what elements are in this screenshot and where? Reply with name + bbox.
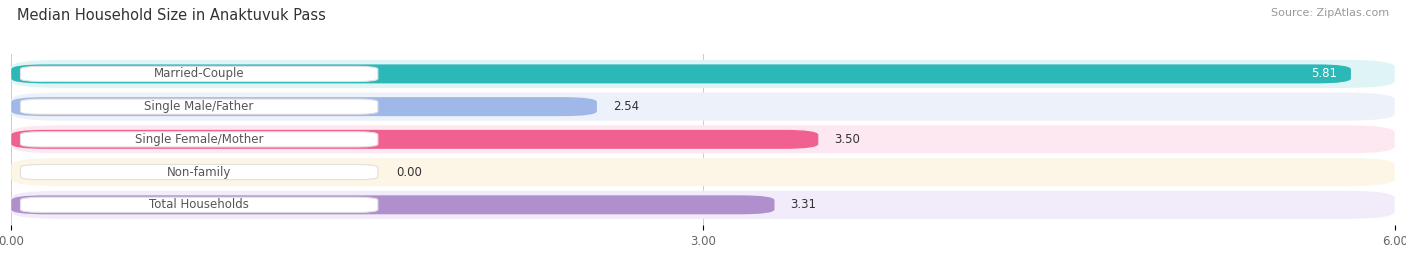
FancyBboxPatch shape xyxy=(11,97,598,116)
FancyBboxPatch shape xyxy=(21,132,378,147)
Text: Single Female/Mother: Single Female/Mother xyxy=(135,133,263,146)
Text: Single Male/Father: Single Male/Father xyxy=(145,100,254,113)
FancyBboxPatch shape xyxy=(11,130,818,149)
FancyBboxPatch shape xyxy=(21,99,378,114)
Text: Total Households: Total Households xyxy=(149,198,249,211)
Text: Median Household Size in Anaktuvuk Pass: Median Household Size in Anaktuvuk Pass xyxy=(17,8,326,23)
FancyBboxPatch shape xyxy=(11,92,1395,121)
Text: Married-Couple: Married-Couple xyxy=(153,67,245,80)
Text: Source: ZipAtlas.com: Source: ZipAtlas.com xyxy=(1271,8,1389,18)
FancyBboxPatch shape xyxy=(21,66,378,81)
Text: 2.54: 2.54 xyxy=(613,100,640,113)
Text: 3.50: 3.50 xyxy=(834,133,860,146)
FancyBboxPatch shape xyxy=(11,195,775,214)
FancyBboxPatch shape xyxy=(21,165,378,180)
FancyBboxPatch shape xyxy=(11,125,1395,154)
Text: 5.81: 5.81 xyxy=(1312,67,1337,80)
Text: Non-family: Non-family xyxy=(167,166,232,178)
FancyBboxPatch shape xyxy=(11,64,1351,83)
FancyBboxPatch shape xyxy=(21,197,378,213)
Text: 0.00: 0.00 xyxy=(396,166,422,178)
FancyBboxPatch shape xyxy=(11,60,1395,88)
Text: 3.31: 3.31 xyxy=(790,198,817,211)
FancyBboxPatch shape xyxy=(11,191,1395,219)
FancyBboxPatch shape xyxy=(11,158,1395,186)
